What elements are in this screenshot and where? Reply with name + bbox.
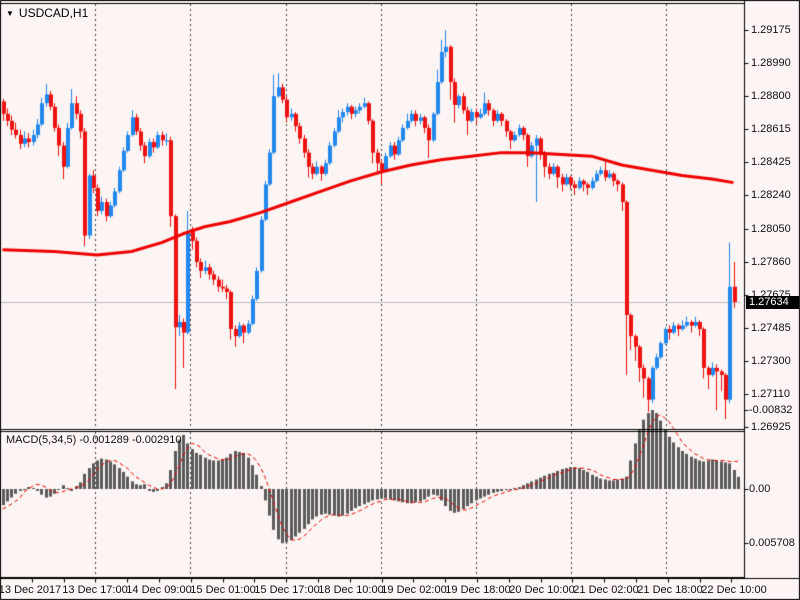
- time-axis-label: 19 Dec 02:00: [381, 584, 447, 596]
- current-price-tag: 1.27634: [746, 296, 799, 309]
- macd-axis-label: -0.00832: [749, 404, 793, 416]
- symbol-label-text: USDCAD,H1: [18, 6, 89, 20]
- time-axis-label: 21 Dec 02:00: [573, 584, 639, 596]
- time-axis-label: 18 Dec 10:00: [318, 584, 384, 596]
- price-axis-label: 1.27860: [751, 256, 791, 268]
- time-axis-label: 15 Dec 17:00: [254, 584, 320, 596]
- macd-indicator-label: MACD(5,34,5) -0.001289 -0.002910: [6, 434, 182, 446]
- price-axis-label: 1.28990: [751, 57, 791, 69]
- price-axis-label: 1.29175: [751, 24, 791, 36]
- price-axis-label: 1.28615: [751, 123, 791, 135]
- dropdown-triangle-icon: ▼: [6, 8, 14, 18]
- price-axis-label: 1.27300: [751, 355, 791, 367]
- time-axis-label: 13 Dec 2017: [0, 584, 62, 596]
- time-axis-label: 14 Dec 09:00: [126, 584, 192, 596]
- price-axis-label: 1.28240: [751, 189, 791, 201]
- time-axis-label: 22 Dec 10:00: [701, 584, 767, 596]
- time-axis-label: 20 Dec 10:00: [509, 584, 575, 596]
- symbol-timeframe-label: ▼ USDCAD,H1: [6, 6, 88, 20]
- time-axis-label: 15 Dec 01:00: [190, 584, 256, 596]
- macd-axis-label: 0.005708: [749, 537, 795, 549]
- price-axis-label: 1.28425: [751, 156, 791, 168]
- price-axis-label: 1.26925: [751, 421, 791, 433]
- price-axis-label: 1.28050: [751, 223, 791, 235]
- price-axis-label: 1.28800: [751, 90, 791, 102]
- time-axis-label: 13 Dec 17:00: [62, 584, 128, 596]
- price-axis-label: 1.27485: [751, 322, 791, 334]
- price-axis-label: 1.27110: [751, 388, 790, 400]
- time-axis-label: 21 Dec 18:00: [637, 584, 703, 596]
- time-axis-label: 19 Dec 18:00: [445, 584, 511, 596]
- macd-axis-label: 0.00: [749, 483, 771, 495]
